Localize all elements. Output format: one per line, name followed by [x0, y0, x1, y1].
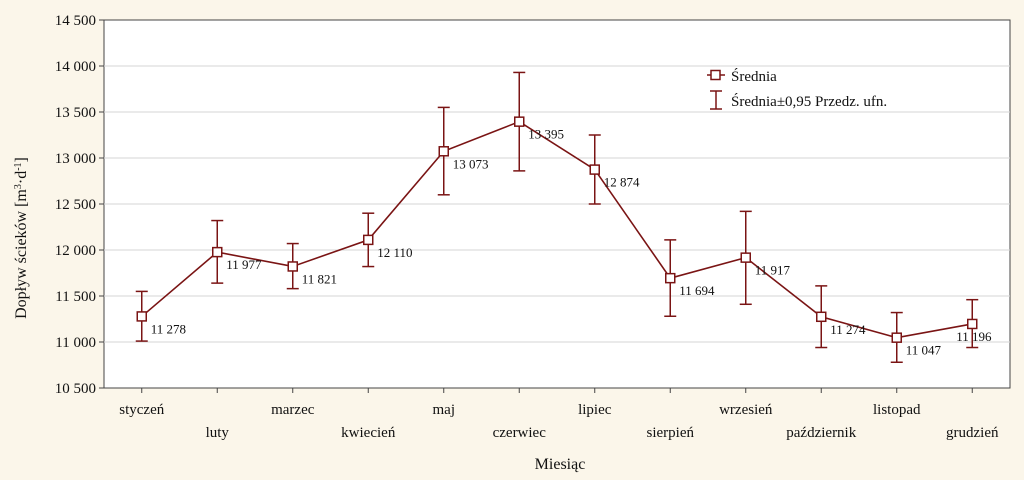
x-tick-label: listopad: [873, 402, 921, 418]
data-point: [514, 116, 525, 127]
y-tick-label: 12 500: [55, 197, 96, 213]
data-point: [967, 318, 978, 330]
data-labels: 11 278 11 977 11 821 12 110 13 073 13 395 12 8…: [151, 127, 992, 358]
series-line-srednia: [141, 120, 973, 339]
data-label: 13 073: [453, 156, 489, 171]
legend-mean-label: Średnia: [731, 68, 777, 85]
x-tick-label: maj: [433, 402, 456, 418]
data-point: [740, 252, 751, 263]
x-tick-label: luty: [206, 425, 230, 441]
x-tick-label: sierpień: [647, 425, 695, 441]
data-label: 11 977: [226, 257, 262, 272]
data-label: 11 274: [830, 322, 866, 337]
data-point: [363, 234, 374, 246]
data-label: 12 874: [604, 175, 640, 190]
data-point: [287, 261, 298, 272]
data-point: [589, 164, 600, 175]
y-tick-label: 13 500: [55, 105, 96, 121]
data-point: [665, 272, 676, 284]
y-tick-label: 11 500: [55, 289, 96, 305]
data-label: 11 047: [906, 343, 942, 358]
y-tick-label: 13 000: [55, 151, 96, 167]
data-point: [136, 311, 147, 322]
y-tick-label: 11 000: [55, 335, 96, 351]
data-label: 11 694: [679, 283, 715, 298]
x-axis-title: Miesiąc: [535, 456, 586, 473]
x-tick-label: wrzesień: [719, 402, 773, 418]
data-point: [816, 311, 827, 323]
data-label: 11 196: [956, 329, 992, 344]
legend-mean-marker-icon: [710, 69, 721, 81]
y-tick-label: 14 500: [55, 13, 96, 29]
y-axis-title: Dopływ ścieków [m3·d-1]: [13, 157, 31, 319]
x-tick-label: lipiec: [578, 402, 612, 418]
y-tick-label: 10 500: [55, 381, 96, 397]
data-label: 11 278: [151, 321, 186, 336]
series-markers: [136, 116, 978, 343]
data-point: [438, 146, 449, 157]
data-label: 12 110: [377, 245, 412, 260]
data-label: 11 821: [302, 271, 337, 286]
x-tick-label: marzec: [271, 402, 315, 418]
x-tick-label: październik: [786, 425, 856, 441]
y-tick-label: 14 000: [55, 59, 96, 75]
x-tick-label: kwiecień: [341, 425, 396, 441]
grid-lines: [104, 65, 1010, 343]
data-point: [212, 246, 223, 258]
data-label: 11 917: [755, 263, 791, 278]
legend-ci-label: Średnia±0,95 Przedz. ufn.: [731, 93, 887, 110]
y-axis-ticks: 10 500 11 000 11 500 12 000 12 500 13 000 13 5…: [55, 13, 104, 397]
x-axis-ticks: styczeń luty marzec kwiecień maj czerwiec lipi…: [119, 388, 999, 441]
x-tick-label: czerwiec: [493, 425, 547, 441]
x-tick-label: styczeń: [119, 402, 164, 418]
x-tick-label: grudzień: [946, 425, 999, 441]
legend: Średnia Średnia±0,95 Przedz. ufn.: [707, 68, 887, 110]
y-tick-label: 12 000: [55, 243, 96, 259]
data-label: 13 395: [528, 127, 564, 142]
data-point: [891, 332, 902, 343]
